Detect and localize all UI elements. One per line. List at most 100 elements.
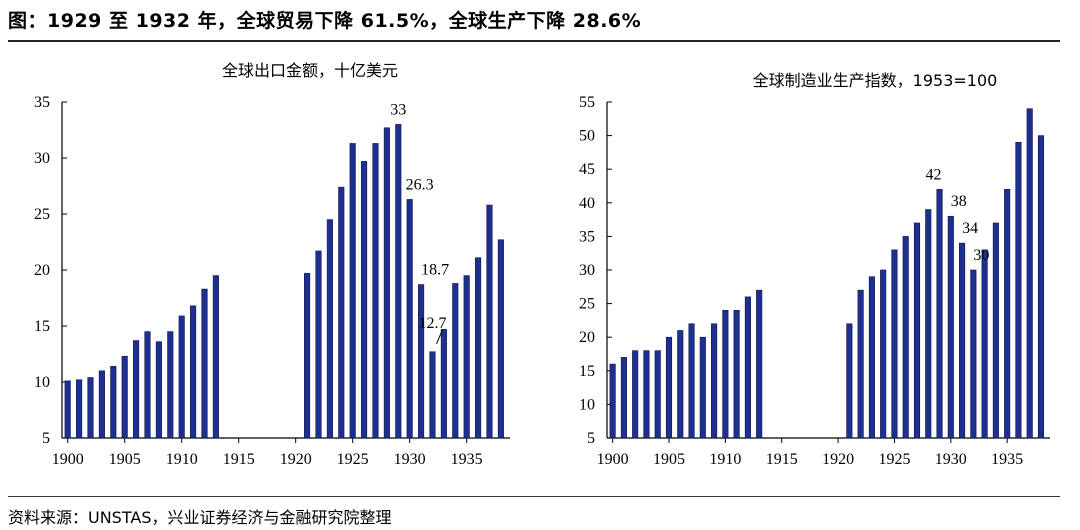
bar-1924 — [338, 186, 345, 439]
bar-1929 — [936, 189, 943, 439]
chart-title: 全球制造业生产指数，1953=100 — [753, 71, 998, 90]
x-tick-label: 1925 — [878, 451, 910, 468]
bar-1931 — [959, 242, 966, 439]
y-tick-label: 5 — [587, 430, 595, 447]
bar-1927 — [913, 222, 921, 439]
bar-1928 — [383, 127, 390, 439]
bar-1938 — [497, 239, 504, 439]
x-tick-label: 1900 — [52, 451, 84, 468]
x-tick-label: 1915 — [766, 451, 798, 468]
data-label: 12.7 — [418, 315, 446, 332]
bar-1936 — [475, 257, 482, 439]
bar-1909 — [711, 323, 718, 439]
bar-1933 — [981, 249, 988, 439]
bar-1926 — [361, 161, 368, 439]
bar-1902 — [632, 350, 639, 439]
y-tick-label: 35 — [34, 94, 50, 111]
bar-1908 — [699, 336, 706, 439]
exports-chart: 全球出口金额，十亿美元 5 10 15 20 25 30 35 1900 1905 1910 1915… — [34, 61, 510, 468]
y-tick-label: 35 — [579, 228, 595, 245]
x-tick-label: 1900 — [597, 451, 629, 468]
x-tick-label: 1920 — [280, 451, 312, 468]
bar-1904 — [110, 366, 117, 439]
x-tick-label: 1910 — [709, 451, 741, 468]
bar-1901 — [620, 357, 627, 439]
figure-title: 图：1929 至 1932 年，全球贸易下降 61.5%，全球生产下降 28.6… — [8, 10, 642, 32]
bar-1908 — [155, 341, 162, 439]
bar-1900 — [609, 363, 616, 439]
bar-1924 — [880, 269, 887, 439]
y-tick-label: 10 — [34, 374, 50, 391]
bar-1903 — [98, 370, 105, 439]
bar-1933 — [440, 329, 447, 439]
data-label: 34 — [962, 220, 978, 237]
bar-1901 — [76, 379, 83, 439]
data-label-leader — [436, 329, 443, 344]
manufacturing-chart: 全球制造业生产指数，1953=100 5 10 15 20 25 30 35 40 45 50 55 1… — [579, 71, 1050, 468]
bar-1937 — [486, 204, 493, 439]
bar-1912 — [201, 288, 208, 439]
bar-1926 — [902, 236, 909, 439]
x-tick-label: 1930 — [935, 451, 967, 468]
data-label: 42 — [926, 166, 942, 183]
data-label: 38 — [951, 193, 967, 210]
source-divider — [8, 496, 1060, 497]
bar-1906 — [677, 330, 684, 439]
bar-1913 — [212, 275, 219, 439]
bar-1900 — [64, 380, 71, 439]
bar-1905 — [665, 336, 673, 439]
bar-1934 — [992, 222, 999, 439]
bar-1907 — [144, 331, 151, 439]
bar-1904 — [654, 350, 661, 439]
x-tick-label: 1905 — [653, 451, 685, 468]
title-divider — [8, 40, 1060, 42]
bar-1932 — [970, 269, 977, 439]
y-tick-label: 25 — [579, 296, 595, 313]
bar-1911 — [733, 310, 740, 439]
y-tick-label: 20 — [34, 262, 50, 279]
x-tick-label: 1935 — [991, 451, 1023, 468]
y-tick-label: 45 — [579, 161, 595, 178]
bar-1921 — [846, 323, 853, 439]
y-tick-label: 15 — [34, 318, 50, 335]
data-label: 30 — [973, 247, 989, 264]
bar-1909 — [167, 331, 174, 439]
x-tick-label: 1910 — [166, 451, 198, 468]
bar-1928 — [925, 209, 932, 439]
y-tick-label: 20 — [579, 329, 595, 346]
bar-1934 — [452, 283, 459, 439]
x-tick-label: 1920 — [822, 451, 854, 468]
chart-title: 全球出口金额，十亿美元 — [222, 61, 398, 80]
y-tick-label: 30 — [579, 262, 595, 279]
bar-1913 — [756, 289, 763, 439]
bar-1935 — [463, 275, 470, 439]
x-tick-label: 1915 — [223, 451, 255, 468]
bar-1923 — [326, 219, 333, 439]
bar-1922 — [315, 250, 322, 439]
bar-1930 — [406, 199, 413, 439]
bar-1938 — [1037, 135, 1045, 439]
data-label: 26.3 — [406, 176, 434, 193]
data-label: 18.7 — [421, 262, 449, 279]
y-tick-label: 5 — [42, 430, 50, 447]
x-tick-label: 1930 — [394, 451, 426, 468]
data-label: 33 — [390, 101, 406, 118]
bar-1937 — [1026, 108, 1033, 439]
y-tick-label: 15 — [579, 363, 595, 380]
bar-1907 — [688, 323, 695, 439]
y-tick-label: 50 — [579, 128, 595, 145]
bar-1922 — [857, 289, 864, 439]
bar-1931 — [418, 284, 425, 439]
bar-1906 — [133, 340, 140, 439]
x-tick-label: 1935 — [451, 451, 483, 468]
y-tick-label: 25 — [34, 206, 50, 223]
source-note: 资料来源：UNSTAS，兴业证券经济与金融研究院整理 — [8, 508, 392, 527]
x-tick-label: 1905 — [109, 451, 141, 468]
y-tick-label: 30 — [34, 150, 50, 167]
bar-1935 — [1004, 189, 1011, 439]
bar-1925 — [349, 143, 356, 439]
y-tick-label: 40 — [579, 195, 595, 212]
y-tick-label: 10 — [579, 396, 595, 413]
bar-1936 — [1015, 142, 1022, 439]
bar-1905 — [121, 355, 128, 439]
